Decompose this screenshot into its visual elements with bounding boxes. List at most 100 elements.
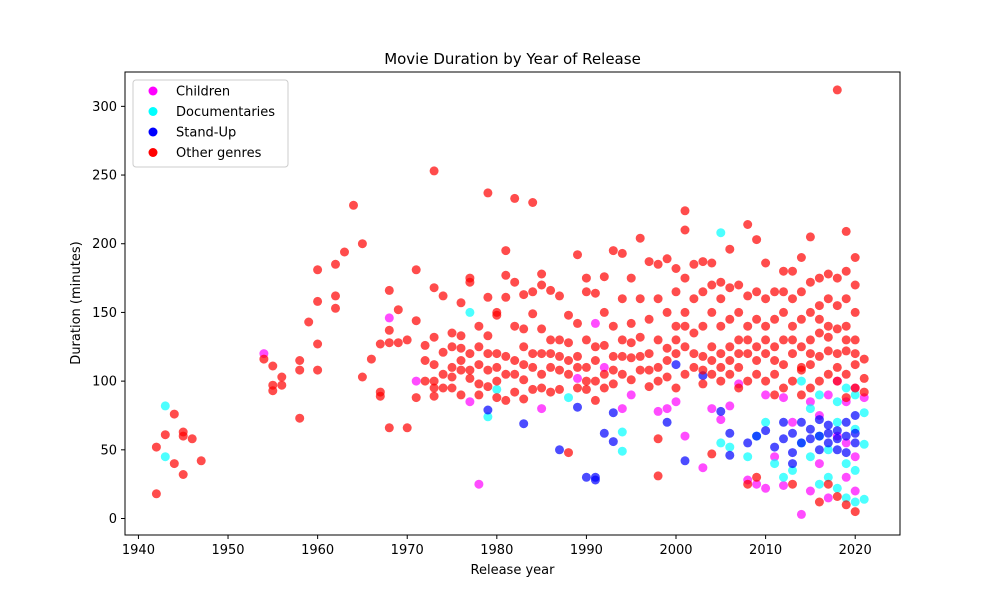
data-point	[805, 335, 815, 345]
data-point	[788, 294, 797, 304]
data-point	[841, 438, 851, 448]
data-point	[814, 328, 824, 338]
data-point	[573, 362, 582, 372]
data-point	[528, 362, 538, 372]
data-point	[841, 493, 851, 503]
data-point	[788, 335, 797, 345]
data-point	[859, 387, 869, 397]
data-point	[680, 456, 690, 466]
data-point	[707, 307, 717, 317]
data-point	[555, 445, 564, 455]
data-point	[805, 277, 815, 287]
data-point	[671, 383, 681, 393]
plot-area-frame	[124, 71, 901, 536]
data-point	[841, 226, 851, 236]
data-point	[725, 244, 735, 254]
data-point	[779, 481, 788, 490]
data-point	[823, 390, 833, 400]
data-point	[716, 349, 726, 359]
data-point	[814, 376, 824, 386]
data-point	[850, 497, 860, 507]
data-point	[832, 349, 842, 359]
data-point	[393, 305, 403, 315]
data-point	[644, 314, 654, 324]
data-point	[178, 470, 188, 479]
data-point	[483, 365, 493, 375]
data-point	[725, 356, 735, 365]
data-point	[474, 479, 484, 489]
data-point	[832, 324, 842, 334]
data-point	[743, 438, 753, 448]
data-point	[680, 273, 690, 283]
data-point	[653, 294, 663, 304]
data-point	[698, 287, 708, 297]
data-point	[160, 452, 170, 462]
data-point	[832, 376, 842, 386]
data-point	[357, 239, 367, 249]
data-point	[456, 356, 466, 365]
data-point	[716, 362, 726, 372]
data-point	[617, 248, 627, 258]
data-point	[841, 417, 851, 427]
data-point	[537, 383, 547, 393]
data-point	[662, 307, 672, 317]
data-point	[832, 301, 842, 311]
data-point	[456, 331, 466, 341]
data-point	[555, 384, 564, 394]
y-tick-label: 250	[92, 169, 117, 184]
y-tick-label: 0	[109, 512, 117, 527]
data-point	[841, 321, 851, 331]
legend-marker	[148, 148, 158, 157]
data-point	[608, 351, 618, 361]
legend-frame	[132, 79, 289, 168]
data-point	[689, 259, 699, 269]
y-axis-label: Duration (minutes)	[69, 241, 84, 364]
data-point	[734, 280, 744, 290]
data-point	[752, 287, 762, 297]
data-point	[384, 423, 394, 433]
data-point	[662, 417, 672, 427]
data-point	[850, 428, 860, 438]
data-point	[716, 376, 726, 386]
data-point	[841, 294, 851, 304]
data-point	[411, 316, 421, 326]
data-point	[788, 465, 797, 475]
data-point	[429, 391, 439, 401]
data-point	[788, 321, 797, 331]
data-point	[823, 321, 833, 331]
data-point	[375, 339, 385, 349]
data-point	[331, 291, 340, 301]
data-point	[814, 314, 824, 324]
data-point	[313, 296, 323, 306]
data-point	[725, 401, 735, 411]
data-point	[850, 438, 860, 448]
data-point	[259, 354, 269, 364]
data-point	[680, 369, 690, 379]
data-point	[788, 448, 797, 458]
data-point	[528, 287, 538, 297]
data-point	[770, 287, 780, 297]
data-point	[501, 270, 511, 280]
legend-marker	[148, 107, 158, 116]
data-point	[644, 349, 654, 359]
data-point	[349, 200, 358, 210]
data-point	[268, 361, 278, 371]
data-point	[805, 307, 815, 317]
data-point	[465, 397, 475, 407]
data-point	[788, 417, 797, 427]
data-point	[716, 277, 726, 287]
data-point	[617, 404, 627, 414]
data-point	[581, 335, 591, 345]
data-point	[725, 283, 735, 293]
data-point	[429, 332, 439, 342]
data-point	[850, 507, 860, 517]
data-point	[796, 390, 806, 400]
data-point	[698, 463, 708, 473]
data-point	[626, 375, 636, 385]
legend-entry: Children	[176, 85, 230, 100]
data-point	[564, 448, 573, 458]
data-point	[313, 265, 323, 275]
data-point	[501, 369, 511, 379]
y-tick-label: 300	[92, 100, 117, 115]
data-point	[716, 438, 726, 448]
